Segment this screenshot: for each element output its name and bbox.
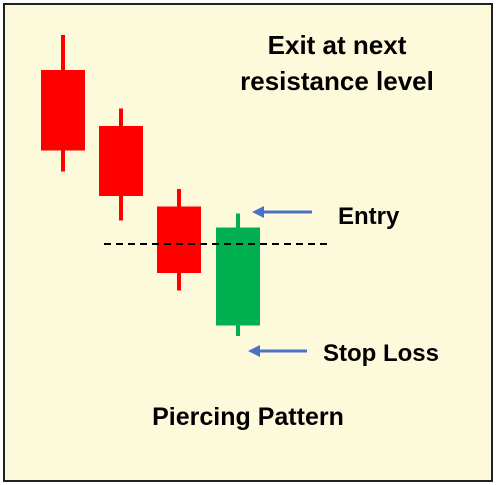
title-line-2: resistance level [240, 66, 434, 96]
title-line-1: Exit at next [268, 30, 407, 60]
candle-2-body [99, 126, 143, 196]
stop-loss-label: Stop Loss [323, 340, 439, 367]
candle-1-body [41, 70, 85, 151]
entry-arrow [252, 206, 312, 218]
pattern-name: Piercing Pattern [152, 403, 344, 431]
stop-loss-arrow [248, 345, 307, 357]
candle-3-body [157, 206, 201, 273]
entry-label: Entry [338, 203, 400, 230]
candle-4-body [216, 227, 260, 326]
candlesticks [41, 35, 260, 336]
